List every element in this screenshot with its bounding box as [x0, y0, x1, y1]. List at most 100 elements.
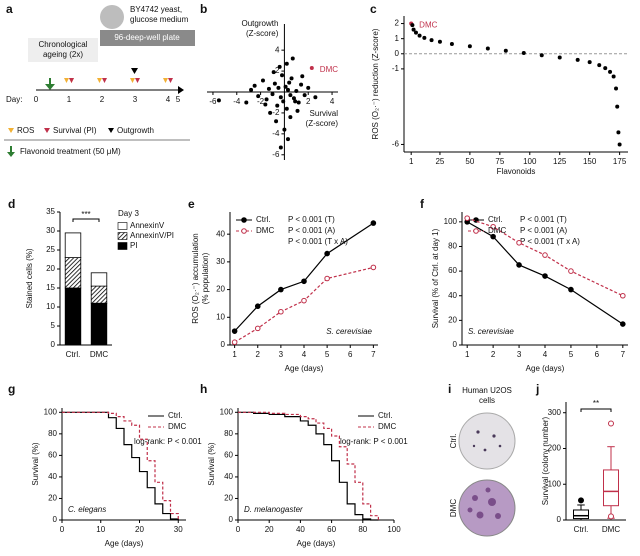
bar-segment: [64, 287, 82, 346]
point: [417, 33, 422, 38]
chart-line: e 0 10 20 30 40 1 2 3 4 5 6 7 Age (days) ROS (O₂·⁻) ac…: [188, 197, 378, 373]
day: 0: [34, 95, 39, 104]
x-axis-label: (Z-score): [306, 119, 339, 128]
x-tick-label: 1: [465, 350, 470, 359]
y-tick-label: 40: [448, 291, 457, 300]
x-tick-label: 1: [409, 157, 414, 166]
panel-a: a BY4742 yeast, glucose medium 96-deep-w…: [4, 2, 195, 157]
highlight-label: DMC: [419, 21, 437, 30]
annotation: P < 0.001 (T): [520, 215, 567, 224]
image-title: Human U2OS: [462, 386, 512, 395]
point: [300, 74, 305, 79]
species: S. cerevisiae: [468, 327, 514, 336]
point: [296, 100, 301, 105]
ageing: Chronological: [39, 40, 88, 49]
x-tick-label: 100: [387, 525, 401, 534]
panel-i: i Human U2OS cells Ctrl. DMC: [448, 382, 516, 537]
day: 3: [133, 95, 138, 104]
point: [293, 99, 298, 104]
y-tick-label: 100: [220, 407, 234, 416]
point: [313, 95, 318, 100]
point: [291, 96, 296, 101]
triangles: [64, 68, 173, 83]
x-tick-label: 0: [60, 525, 65, 534]
point: [231, 339, 238, 346]
point: [284, 61, 289, 66]
annotation: **: [593, 399, 599, 408]
x-tick-label: 175: [613, 157, 627, 166]
x-axis-label: Age (days): [285, 364, 324, 373]
point: [429, 38, 434, 43]
y-tick-label: 10: [216, 312, 225, 321]
species: C. elegans: [68, 505, 106, 514]
point: [287, 80, 292, 85]
y-tick-label: 0: [229, 515, 234, 524]
series-line: [234, 266, 374, 343]
y-tick-label: 200: [548, 444, 562, 453]
legend-text: ROS: [17, 126, 34, 135]
point: [575, 57, 580, 62]
legend-text: DMC: [256, 226, 274, 235]
point: [617, 142, 622, 147]
point: [281, 99, 286, 104]
point: [615, 104, 620, 109]
point: [278, 95, 283, 100]
x-tick-label: -4: [233, 97, 241, 106]
legend-text: DMC: [168, 422, 186, 431]
chart-bar: d 0 5 10 15 20 25 30 35 Stained cells (%) Day 3 ***…: [8, 197, 174, 359]
y-axis-label: (Z-score): [246, 29, 279, 38]
point: [268, 110, 273, 115]
ros-markers: [64, 78, 168, 83]
point: [285, 87, 290, 92]
y-tick-label: 10: [46, 302, 55, 311]
colonies: [467, 487, 501, 519]
x-axis-label: Age (days): [526, 364, 565, 373]
bracket: [580, 408, 612, 412]
legend-text: Ctrl.: [256, 215, 271, 224]
day: 5: [176, 95, 181, 104]
point: [299, 82, 304, 87]
point: [467, 44, 472, 49]
x-tick-label: Ctrl.: [66, 350, 81, 359]
panel-letter: j: [535, 382, 539, 396]
point: [485, 46, 490, 51]
y-tick-label: 100: [548, 479, 562, 488]
y-tick-label: 0: [53, 515, 58, 524]
point: [603, 66, 608, 71]
legend-text: Ctrl.: [378, 411, 393, 420]
flask: [100, 5, 124, 29]
point: [252, 83, 257, 88]
point: [270, 92, 275, 97]
point: [290, 56, 295, 61]
medium: BY4742 yeast,: [130, 5, 182, 14]
x-tick-label: 30: [174, 525, 183, 534]
y-tick-label: 0: [557, 515, 562, 524]
x-tick-label: 40: [296, 525, 305, 534]
legend-swatch: [241, 217, 247, 223]
point: [277, 64, 282, 69]
y-tick-label: 0: [221, 340, 226, 349]
point: [278, 286, 284, 293]
y-tick-label: 60: [48, 450, 57, 459]
x-tick-label: 5: [325, 350, 330, 359]
point: [490, 233, 496, 240]
point: [301, 278, 307, 285]
point: [263, 102, 268, 107]
point: [306, 85, 311, 90]
x-tick-label: 4: [302, 350, 307, 359]
x-tick-label: 10: [96, 525, 105, 534]
point: [274, 119, 279, 124]
x-tick-label: 4: [543, 350, 548, 359]
x-tick-label: 1: [232, 350, 237, 359]
x-tick-label: 150: [583, 157, 597, 166]
outgrowth-marker: [131, 68, 138, 74]
point: [557, 55, 562, 60]
chart-scatter: b-6-4-224-6 -4 -2 2 4Survival(Z-score)Outgro…: [200, 2, 338, 160]
y-tick-label: 20: [448, 315, 457, 324]
panel-letter: h: [200, 382, 207, 396]
legend-text: Outgrowth: [117, 126, 154, 135]
box: [603, 469, 619, 507]
y-tick-label: 60: [448, 266, 457, 275]
day: 4: [166, 95, 171, 104]
y-tick-label: 80: [48, 429, 57, 438]
